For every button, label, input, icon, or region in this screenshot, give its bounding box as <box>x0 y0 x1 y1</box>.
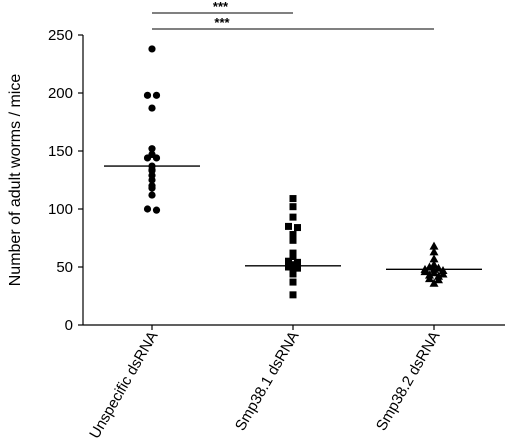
data-point-circle <box>148 45 156 53</box>
data-points <box>143 45 448 299</box>
data-point-square <box>289 291 297 299</box>
data-point-square <box>289 270 297 278</box>
data-point-circle <box>148 104 156 112</box>
data-point-triangle <box>429 247 439 256</box>
data-point-circle <box>148 184 156 192</box>
data-point-square <box>289 195 297 203</box>
data-point-triangle <box>429 260 439 269</box>
x-tick-label: Smp38.2 dsRNA <box>373 329 444 434</box>
data-point-square <box>289 213 297 221</box>
y-tick-label: 250 <box>48 27 73 44</box>
data-point-circle <box>143 91 152 99</box>
data-point-triangle <box>429 241 439 250</box>
significance-label: *** <box>214 15 230 30</box>
data-point-square <box>289 236 297 244</box>
data-point-square <box>289 265 297 273</box>
y-tick-label: 100 <box>48 201 73 218</box>
significance-bars: ****** <box>152 0 434 30</box>
data-point-circle <box>143 154 152 162</box>
data-point-square <box>285 257 292 265</box>
y-tick-label: 0 <box>65 317 73 334</box>
x-tick-label: Smp38.1 dsRNA <box>232 329 303 434</box>
data-point-triangle <box>425 262 434 271</box>
data-point-circle <box>148 145 156 153</box>
data-point-square <box>285 263 292 271</box>
data-point-triangle <box>434 275 443 284</box>
y-axis-label: Number of adult worms / mice <box>7 74 24 287</box>
significance-label: *** <box>213 0 229 14</box>
data-point-square <box>289 231 297 239</box>
data-point-square <box>285 222 292 230</box>
data-point-square <box>289 261 297 269</box>
data-point-square <box>289 203 297 211</box>
data-point-circle <box>148 176 156 184</box>
data-point-circle <box>152 91 161 99</box>
data-point-circle <box>152 154 161 162</box>
data-point-circle <box>152 206 161 214</box>
data-point-triangle <box>429 278 439 287</box>
data-point-circle <box>148 191 156 199</box>
x-tick-label: Unspecific dsRNA <box>86 329 161 442</box>
data-point-square <box>294 258 301 266</box>
y-tick-label: 50 <box>56 259 73 276</box>
data-point-triangle <box>438 269 448 278</box>
data-point-triangle <box>429 268 439 277</box>
data-point-triangle <box>420 267 430 276</box>
y-tick-label: 200 <box>48 85 73 102</box>
data-point-square <box>294 224 301 232</box>
data-point-triangle <box>429 254 439 263</box>
x-categories: Unspecific dsRNA Smp38.1 dsRNA Smp38.2 dsR… <box>86 325 443 442</box>
y-tick-label: 150 <box>48 143 73 160</box>
data-point-square <box>289 253 297 261</box>
data-point-square <box>294 264 301 272</box>
y-ticks: 0 50 100 150 200 250 <box>48 27 83 334</box>
data-point-circle <box>143 205 152 213</box>
axes <box>82 35 505 326</box>
median-lines <box>104 165 482 271</box>
data-point-triangle <box>425 274 434 283</box>
data-point-square <box>289 278 297 286</box>
